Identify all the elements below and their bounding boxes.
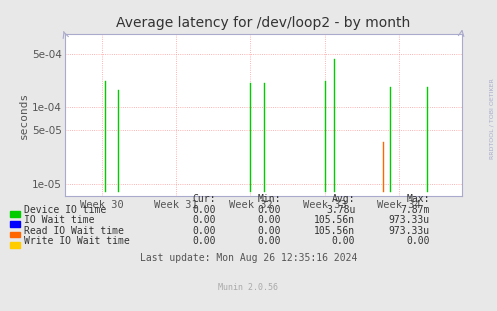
Text: 3.78u: 3.78u [326, 205, 355, 215]
Text: 0.00: 0.00 [193, 226, 216, 236]
Text: Munin 2.0.56: Munin 2.0.56 [219, 283, 278, 292]
Y-axis label: seconds: seconds [19, 91, 29, 139]
Text: 973.33u: 973.33u [389, 216, 430, 225]
Text: 0.00: 0.00 [193, 205, 216, 215]
Text: 105.56n: 105.56n [314, 226, 355, 236]
Text: Max:: Max: [407, 194, 430, 204]
Text: 0.00: 0.00 [193, 236, 216, 246]
Text: RRDTOOL / TOBI OETIKER: RRDTOOL / TOBI OETIKER [490, 78, 495, 159]
Text: 0.00: 0.00 [407, 236, 430, 246]
Text: 105.56n: 105.56n [314, 216, 355, 225]
Text: 0.00: 0.00 [257, 236, 281, 246]
Text: 0.00: 0.00 [257, 216, 281, 225]
Text: Write IO Wait time: Write IO Wait time [24, 236, 130, 246]
Text: Min:: Min: [257, 194, 281, 204]
Text: 0.00: 0.00 [332, 236, 355, 246]
Text: 7.87m: 7.87m [401, 205, 430, 215]
Text: Avg:: Avg: [332, 194, 355, 204]
Text: Cur:: Cur: [193, 194, 216, 204]
Text: 0.00: 0.00 [257, 226, 281, 236]
Text: IO Wait time: IO Wait time [24, 216, 94, 225]
Text: 973.33u: 973.33u [389, 226, 430, 236]
Text: Read IO Wait time: Read IO Wait time [24, 226, 124, 236]
Title: Average latency for /dev/loop2 - by month: Average latency for /dev/loop2 - by mont… [116, 16, 411, 30]
Text: 0.00: 0.00 [257, 205, 281, 215]
Text: Device IO time: Device IO time [24, 205, 106, 215]
Text: Last update: Mon Aug 26 12:35:16 2024: Last update: Mon Aug 26 12:35:16 2024 [140, 253, 357, 263]
Text: 0.00: 0.00 [193, 216, 216, 225]
